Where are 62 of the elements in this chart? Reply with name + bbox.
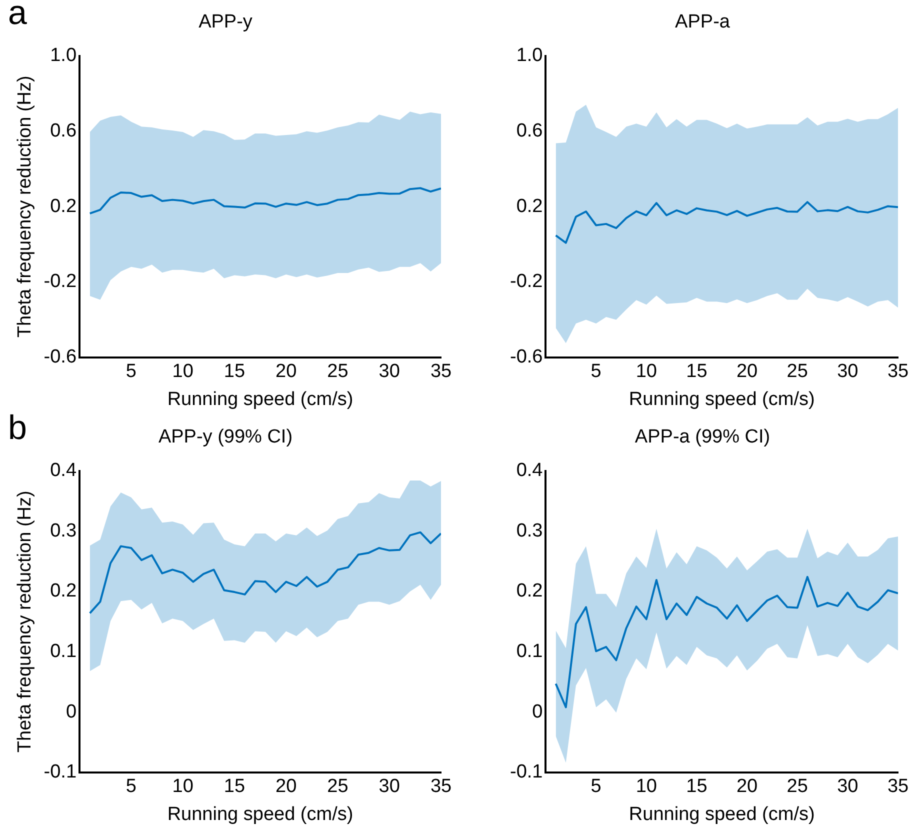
- y-tick-label: 1.0: [50, 45, 77, 66]
- y-tick-label: 0.2: [50, 196, 77, 217]
- chart-title: APP-y: [198, 12, 253, 33]
- x-tick-label: 25: [786, 361, 808, 382]
- y-tick-label: 1.0: [516, 45, 543, 66]
- x-tick-label: 5: [126, 776, 136, 798]
- y-tick-label: 0.6: [50, 120, 77, 142]
- y-tick-label: -0.2: [510, 271, 543, 292]
- text: b: [8, 409, 27, 448]
- y-tick-label: -0.1: [510, 762, 543, 783]
- x-tick-label: 35: [887, 776, 909, 798]
- y-tick-label: 0: [66, 701, 77, 722]
- x-tick-label: 10: [636, 776, 657, 798]
- chart-title: APP-y (99% CI): [158, 426, 293, 448]
- y-tick-label: 0.1: [50, 640, 77, 662]
- x-tick-label: 15: [686, 776, 708, 798]
- x-tick-label: 25: [327, 361, 348, 382]
- y-tick-label: 0.2: [516, 580, 543, 602]
- x-tick-label: 20: [276, 776, 297, 798]
- y-tick-label: -0.6: [44, 346, 77, 368]
- y-tick-label: 0.2: [516, 196, 543, 217]
- x-tick-label: 20: [736, 776, 758, 798]
- x-tick-label: 30: [837, 361, 858, 382]
- y-tick-label: -0.2: [44, 271, 77, 292]
- x-tick-label: 20: [276, 361, 297, 382]
- x-tick-label: 5: [590, 361, 602, 382]
- x-tick-label: 10: [172, 361, 194, 382]
- y-tick-label: 0: [532, 701, 543, 722]
- x-tick-label: 15: [224, 361, 246, 382]
- x-tick-label: 35: [430, 776, 452, 798]
- x-tick-label: 35: [887, 361, 909, 382]
- x-axis-title: Running speed (cm/s): [167, 388, 354, 410]
- x-tick-label: 30: [378, 776, 400, 798]
- y-tick-label: 0.2: [50, 580, 77, 602]
- x-tick-label: 5: [126, 361, 136, 382]
- x-tick-label: 10: [636, 361, 657, 382]
- x-tick-label: 25: [786, 776, 808, 798]
- y-axis-title: Theta frequency reduction (Hz): [14, 76, 36, 338]
- x-tick-label: 25: [327, 776, 348, 798]
- y-tick-label: 0.3: [516, 520, 543, 542]
- x-axis-title: Running speed (cm/s): [628, 804, 815, 825]
- x-tick-label: 10: [172, 776, 194, 798]
- x-axis-title: Running speed (cm/s): [167, 804, 354, 825]
- y-axis-title: Theta frequency reduction (Hz): [14, 490, 36, 753]
- chart-title: APP-a (99% CI): [634, 426, 770, 448]
- x-tick-label: 30: [378, 361, 400, 382]
- y-tick-label: 0.1: [516, 640, 543, 662]
- chart-title: APP-a: [675, 12, 730, 33]
- x-tick-label: 5: [590, 776, 602, 798]
- y-tick-label: 0.3: [50, 520, 77, 542]
- y-tick-label: 0.4: [50, 460, 77, 482]
- x-tick-label: 15: [224, 776, 246, 798]
- x-tick-label: 20: [736, 361, 758, 382]
- y-tick-label: -0.6: [510, 346, 543, 368]
- text: a: [8, 0, 27, 33]
- x-axis-title: Running speed (cm/s): [628, 388, 815, 410]
- y-tick-label: 0.4: [516, 460, 544, 482]
- x-tick-label: 30: [837, 776, 858, 798]
- x-tick-label: 35: [430, 361, 452, 382]
- y-tick-label: 0.6: [516, 120, 543, 142]
- x-tick-label: 15: [686, 361, 708, 382]
- y-tick-label: -0.1: [44, 762, 77, 783]
